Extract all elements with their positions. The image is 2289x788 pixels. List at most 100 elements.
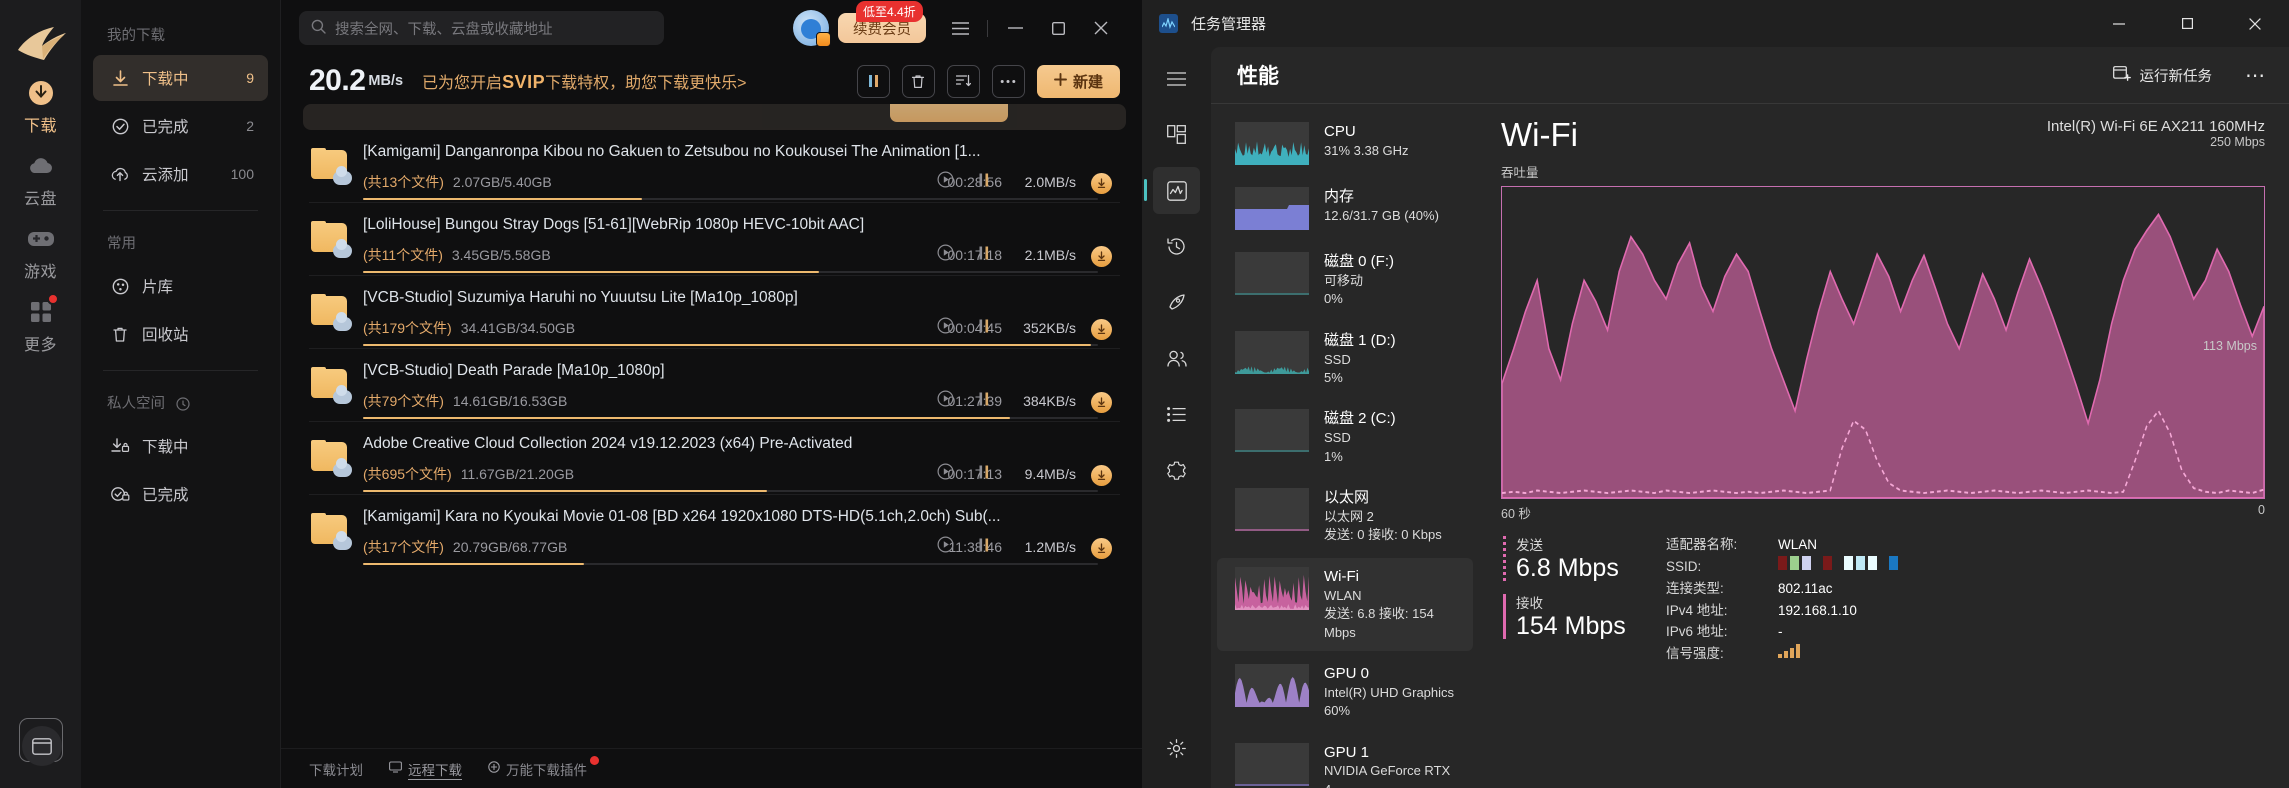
network-detail-row: IPv4 地址: 192.168.1.10 [1666,600,2265,622]
svip-promo[interactable]: 已为您开启SVIP下载特权，助您下载更快乐> [422,69,746,93]
download-title: [VCB-Studio] Suzumiya Haruhi no Yuuutsu … [363,289,798,306]
download-row[interactable]: [VCB-Studio] Death Parade [Ma10p_1080p] … [309,348,1120,421]
sort-button[interactable] [946,64,980,98]
status-download-plan[interactable]: 下载计划 [309,759,363,779]
performance-item-name: GPU 1 [1324,743,1370,761]
nav-item-film-library[interactable]: 片库 [93,263,268,309]
performance-item-sub1: Intel(R) UHD Graphics [1324,684,1455,700]
minimize-icon[interactable] [996,11,1034,45]
nav-item-recycle-bin[interactable]: 回收站 [93,311,268,357]
maximize-icon[interactable] [2153,0,2221,47]
nav-item-cloud-add[interactable]: 云添加 100 [93,151,268,197]
scrolled-partial-button [890,104,1008,122]
play-icon[interactable] [937,463,954,485]
boost-icon[interactable] [1091,319,1112,340]
more-options-button[interactable] [991,64,1025,98]
rail-item-cloud[interactable]: 云盘 [0,141,81,214]
pause-icon[interactable] [978,538,990,557]
pause-icon[interactable] [978,319,990,338]
download-row[interactable]: Adobe Creative Cloud Collection 2024 v19… [309,421,1120,494]
cloud-icon [25,150,57,182]
boost-icon[interactable] [1091,392,1112,413]
ssid-redacted [1778,556,1898,571]
eye-icon[interactable] [176,397,190,411]
tm-processes-icon[interactable] [1153,111,1200,158]
rail-item-games[interactable]: 游戏 [0,214,81,287]
pause-icon[interactable] [978,246,990,265]
tm-rail [1142,47,1211,788]
tm-startup-rocket-icon[interactable] [1153,279,1200,326]
play-icon[interactable] [937,536,954,558]
nav-item-private-downloading[interactable]: 下载中 [93,423,268,469]
performance-item[interactable]: 磁盘 0 (F:) 可移动 0% [1217,243,1473,318]
floating-browser-button[interactable] [22,726,62,766]
close-icon[interactable] [1082,11,1120,45]
performance-item[interactable]: Wi-Fi WLAN 发送: 6.8 接收: 154 Mbps [1217,557,1473,651]
performance-item[interactable]: GPU 0 Intel(R) UHD Graphics 60% [1217,655,1473,730]
tm-details-list-icon[interactable] [1153,391,1200,438]
download-speed: 2.0MB/s [1024,174,1076,190]
boost-icon[interactable] [1091,246,1112,267]
close-icon[interactable] [2221,0,2289,47]
download-list[interactable]: [Kamigami] Danganronpa Kibou no Gakuen t… [281,104,1142,748]
minimize-icon[interactable] [2085,0,2153,47]
run-new-task-button[interactable]: 运行新任务 [2103,59,2223,92]
renew-membership-button[interactable]: 低至4.4折 续费会员 [838,1,926,43]
tm-settings-gear-icon[interactable] [1153,725,1200,772]
tm-history-icon[interactable] [1153,223,1200,270]
boost-icon[interactable] [1091,465,1112,486]
search-input[interactable]: 搜索全网、下载、云盘或收藏地址 [299,11,664,45]
pause-all-button[interactable] [856,64,890,98]
download-eta: 00:28:56 [947,174,1003,190]
boost-icon[interactable] [1091,538,1112,559]
download-row[interactable]: [LoliHouse] Bungou Stray Dogs [51-61][We… [309,202,1120,275]
nav-item-private-completed[interactable]: 已完成 [93,471,268,517]
hamburger-icon[interactable] [941,11,979,45]
download-speed: 384KB/s [1023,393,1076,409]
delete-button[interactable] [901,64,935,98]
play-icon[interactable] [937,317,954,339]
maximize-icon[interactable] [1039,11,1077,45]
download-file-count: (共79个文件) [363,393,444,409]
tm-performance-icon[interactable] [1144,167,1200,214]
network-info: 发送 6.8 Mbps 接收 154 Mbps 适配器名称: WLAN SSID: [1501,534,2265,665]
download-size: 11.67GB/21.20GB [460,466,575,482]
performance-item[interactable]: CPU 31% 3.38 GHz [1217,113,1473,174]
performance-item[interactable]: GPU 1 NVIDIA GeForce RTX 4... 0% (41.8C) [1217,734,1473,788]
status-remote-download[interactable]: 远程下载 [389,759,462,779]
new-task-button[interactable]: 新建 [1036,64,1120,98]
download-progress-bar [363,489,1098,492]
play-icon[interactable] [937,171,954,193]
performance-item[interactable]: 磁盘 2 (C:) SSD 1% [1217,400,1473,475]
rail-item-download[interactable]: 下载 [0,68,81,141]
tm-hamburger-icon[interactable] [1153,55,1200,102]
play-icon[interactable] [937,244,954,266]
performance-list[interactable]: CPU 31% 3.38 GHz 内存 12.6/31.7 GB (40%) 磁… [1211,104,1479,788]
play-icon[interactable] [937,390,954,412]
performance-item-sub2: 0% [1324,291,1343,307]
pause-icon[interactable] [978,465,990,484]
tm-users-icon[interactable] [1153,335,1200,382]
performance-item[interactable]: 磁盘 1 (D:) SSD 5% [1217,322,1473,397]
discount-badge: 低至4.4折 [856,1,923,22]
rail-item-more[interactable]: 更多 [0,287,81,360]
performance-item[interactable]: 以太网 以太网 2 发送: 0 接收: 0 Kbps [1217,479,1473,554]
network-detail-key: 连接类型: [1666,580,1724,596]
boost-icon[interactable] [1091,173,1112,194]
tm-services-icon[interactable] [1153,447,1200,494]
performance-item-text: CPU 31% 3.38 GHz [1324,122,1409,160]
ellipsis-icon[interactable]: ⋯ [2245,64,2266,87]
download-row[interactable]: [VCB-Studio] Suzumiya Haruhi no Yuuutsu … [309,275,1120,348]
nav-item-downloading[interactable]: 下载中 9 [93,55,268,101]
tm-window-title: 任务管理器 [1191,16,1267,33]
avatar[interactable] [793,10,831,47]
nav-item-completed[interactable]: 已完成 2 [93,103,268,149]
status-universal-plugin[interactable]: 万能下载插件 [488,755,599,779]
download-row[interactable]: [Kamigami] Danganronpa Kibou no Gakuen t… [309,130,1120,202]
pause-icon[interactable] [978,392,990,411]
download-rows: [Kamigami] Danganronpa Kibou no Gakuen t… [309,130,1120,567]
download-row[interactable]: [Kamigami] Kara no Kyoukai Movie 01-08 [… [309,494,1120,567]
pause-icon[interactable] [978,173,990,192]
performance-item[interactable]: 内存 12.6/31.7 GB (40%) [1217,178,1473,239]
nav-item-label: 云添加 [142,167,189,184]
